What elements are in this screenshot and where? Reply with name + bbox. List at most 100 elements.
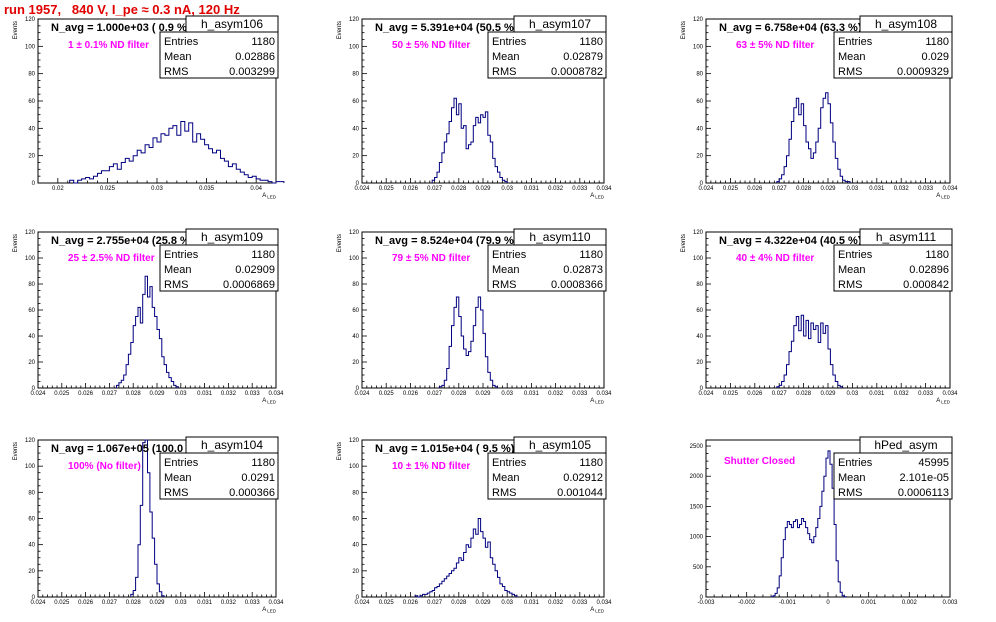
- histogram-panel-hPed_asym: 0 500 1000 1500 2000 2500 -0.003 -0.002 -0.001 0 0…: [690, 436, 958, 606]
- x-tick-label: 0.032: [894, 391, 910, 397]
- y-axis-label: Events: [337, 21, 343, 39]
- stat-label: Entries: [492, 36, 527, 48]
- x-tick-label: -0.003: [697, 600, 715, 606]
- stat-value: 0.02873: [563, 264, 603, 276]
- stat-value: 1180: [579, 249, 603, 261]
- y-tick-label: 0: [32, 181, 36, 187]
- x-tick-label: 0.032: [548, 600, 564, 606]
- stat-label: Entries: [164, 36, 199, 48]
- x-tick-label: 0.025: [723, 186, 739, 192]
- y-tick-label: 0: [32, 386, 36, 392]
- stat-value: 0.0008366: [551, 279, 603, 291]
- stats-values-box: [487, 452, 607, 500]
- navg-label: N_avg = 4.322e+04 (40.5 %): [719, 235, 862, 247]
- x-tick-label: 0.025: [100, 186, 116, 192]
- x-tick-label: 0.028: [451, 600, 467, 606]
- stat-label: Mean: [492, 51, 520, 63]
- x-tick-label: -0.001: [779, 600, 797, 606]
- x-axis-label: ALED: [262, 398, 277, 405]
- y-tick-label: 1000: [690, 535, 704, 541]
- stats-values-box: [833, 31, 953, 79]
- histogram-panel-h_asym104: 0 20 40 60 80 100 120 0.024 0.025 0.026 0.027 0.028…: [13, 436, 284, 614]
- histogram-panel-h_asym107: 0 20 40 60 80 100 120 0.024 0.025 0.026 0.027 0.028…: [337, 15, 612, 200]
- histogram-name: h_asym109: [201, 230, 263, 244]
- y-tick-label: 120: [349, 17, 360, 23]
- histogram-name: h_asym106: [201, 17, 263, 31]
- y-tick-label: 120: [693, 230, 704, 236]
- x-tick-label: 0.032: [221, 600, 237, 606]
- stat-label: Entries: [492, 249, 527, 261]
- x-tick-label: 0.024: [30, 600, 46, 606]
- histogram-panel-h_asym106: 0 20 40 60 80 100 120 0.02 0.025 0.03 0.035 0.04 Eve…: [13, 15, 285, 200]
- filter-label: 100% (No filter): [68, 461, 141, 472]
- y-tick-label: 80: [28, 282, 35, 288]
- stat-label: Mean: [164, 472, 192, 484]
- y-tick-label: 100: [25, 464, 36, 470]
- y-tick-label: 2500: [690, 444, 704, 450]
- y-tick-label: 80: [28, 490, 35, 496]
- x-tick-label: 0.025: [379, 186, 395, 192]
- x-tick-label: 0.031: [524, 600, 540, 606]
- x-tick-label: 0.024: [354, 186, 370, 192]
- y-tick-label: 100: [693, 256, 704, 262]
- y-tick-label: 20: [696, 154, 703, 160]
- y-tick-label: 0: [356, 386, 360, 392]
- x-tick-label: 0.025: [54, 391, 70, 397]
- navg-label: N_avg = 1.000e+03 ( 0.9 %): [51, 22, 191, 34]
- x-tick-label: 0.031: [197, 600, 213, 606]
- x-tick-label: 0.033: [572, 600, 588, 606]
- y-tick-label: 0: [700, 386, 704, 392]
- y-tick-label: 60: [696, 308, 703, 314]
- stat-label: RMS: [492, 66, 516, 78]
- histogram-name: h_asym107: [529, 17, 591, 31]
- navg-label: N_avg = 1.015e+04 ( 9.5 %): [375, 443, 515, 455]
- x-axis-label: ALED: [590, 398, 605, 405]
- y-tick-label: 120: [693, 17, 704, 23]
- histogram-line: [130, 439, 165, 597]
- y-tick-label: 1500: [690, 504, 704, 510]
- stat-label: Mean: [838, 264, 866, 276]
- stats-values-box: [487, 31, 607, 79]
- x-tick-label: 0.026: [78, 600, 94, 606]
- x-tick-label: 0.033: [572, 186, 588, 192]
- stat-label: RMS: [164, 487, 188, 499]
- stat-label: Mean: [492, 472, 520, 484]
- stat-label: RMS: [492, 279, 516, 291]
- x-tick-label: 0.029: [820, 391, 836, 397]
- y-axis-label: Events: [337, 442, 343, 460]
- stat-value: 1180: [579, 36, 603, 48]
- x-tick-label: 0.026: [747, 186, 763, 192]
- stat-label: RMS: [838, 66, 862, 78]
- x-tick-label: 0.028: [126, 391, 142, 397]
- histogram-name: hPed_asym: [874, 438, 937, 452]
- x-tick-label: 0.028: [796, 391, 812, 397]
- stat-value: 45995: [918, 457, 949, 469]
- x-tick-label: 0.033: [245, 600, 261, 606]
- x-tick-label: 0.027: [772, 391, 788, 397]
- stat-value: 0.02912: [563, 472, 603, 484]
- x-tick-label: 0.025: [723, 391, 739, 397]
- y-tick-label: 80: [696, 72, 703, 78]
- navg-label: N_avg = 8.524e+04 (79.9 %): [375, 235, 518, 247]
- stat-label: Entries: [164, 457, 199, 469]
- stats-values-box: [487, 244, 607, 292]
- histogram-panel-h_asym111: 0 20 40 60 80 100 120 0.024 0.025 0.026 0.027 0.028…: [681, 228, 958, 405]
- x-tick-label: 0.025: [379, 391, 395, 397]
- page-title: run 1957, 840 V, I_pe ≈ 0.3 nA, 120 Hz: [4, 2, 240, 17]
- stat-label: RMS: [164, 66, 188, 78]
- x-tick-label: 0.032: [221, 391, 237, 397]
- x-tick-label: 0.028: [796, 186, 812, 192]
- x-tick-label: 0.03: [501, 391, 513, 397]
- y-tick-label: 40: [352, 126, 359, 132]
- x-tick-label: 0.025: [379, 600, 395, 606]
- histogram-panel-h_asym109: 0 20 40 60 80 100 120 0.024 0.025 0.026 0.027 0.028…: [13, 228, 284, 405]
- stat-value: 0.02896: [909, 264, 949, 276]
- x-tick-label: 0.031: [197, 391, 213, 397]
- y-axis-label: Events: [13, 234, 19, 252]
- stats-values-box: [159, 244, 279, 292]
- histogram-name: h_asym105: [529, 438, 591, 452]
- stat-value: 0.0009329: [897, 66, 949, 78]
- x-tick-label: 0.027: [102, 391, 118, 397]
- x-axis-label: ALED: [590, 607, 605, 614]
- y-tick-label: 40: [352, 543, 359, 549]
